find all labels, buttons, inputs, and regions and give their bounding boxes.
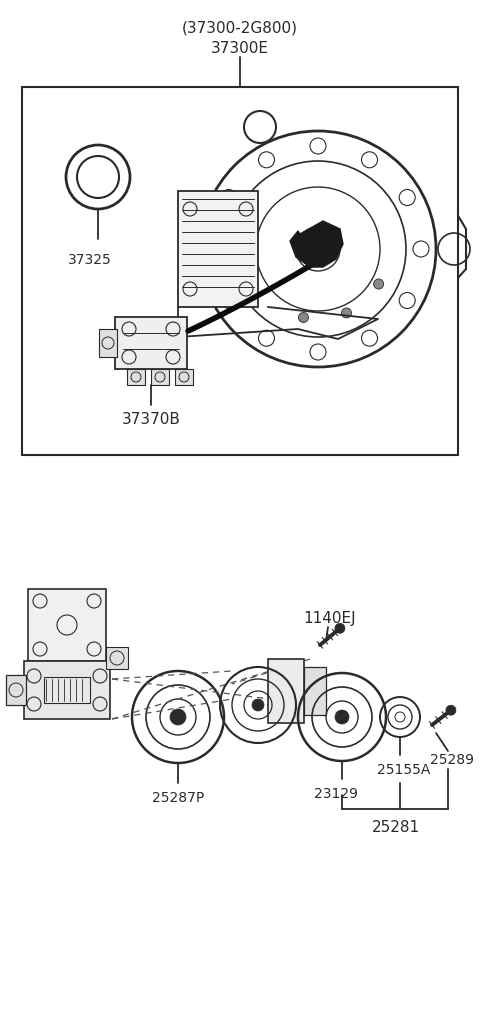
Bar	[115, 317, 187, 370]
Bar	[44, 677, 90, 704]
Bar	[22, 88, 458, 456]
Circle shape	[335, 711, 349, 724]
Circle shape	[341, 308, 351, 318]
Text: 25155A: 25155A	[377, 762, 431, 776]
Circle shape	[373, 280, 384, 290]
Bar	[268, 659, 304, 723]
Bar	[24, 661, 110, 719]
Text: 37370B: 37370B	[121, 412, 180, 427]
Circle shape	[446, 706, 456, 716]
Text: 25281: 25281	[372, 820, 420, 835]
Text: 25289: 25289	[430, 752, 474, 766]
Bar	[99, 330, 117, 358]
Circle shape	[170, 710, 186, 725]
Circle shape	[310, 242, 326, 258]
Circle shape	[335, 624, 345, 634]
Text: 25287P: 25287P	[152, 791, 204, 804]
Bar	[106, 647, 128, 669]
Bar	[6, 675, 26, 706]
Circle shape	[252, 700, 264, 712]
Bar	[304, 667, 326, 716]
Polygon shape	[290, 221, 343, 268]
Text: 37300E: 37300E	[211, 40, 269, 56]
Text: (37300-2G800): (37300-2G800)	[182, 20, 298, 35]
Circle shape	[299, 313, 309, 324]
Bar	[127, 370, 145, 385]
Bar	[175, 370, 193, 385]
Bar	[28, 589, 106, 661]
Text: 23129: 23129	[314, 787, 358, 801]
Text: 1140EJ: 1140EJ	[304, 610, 356, 625]
Bar	[151, 370, 169, 385]
Bar	[178, 192, 258, 307]
Text: 37325: 37325	[68, 253, 112, 267]
